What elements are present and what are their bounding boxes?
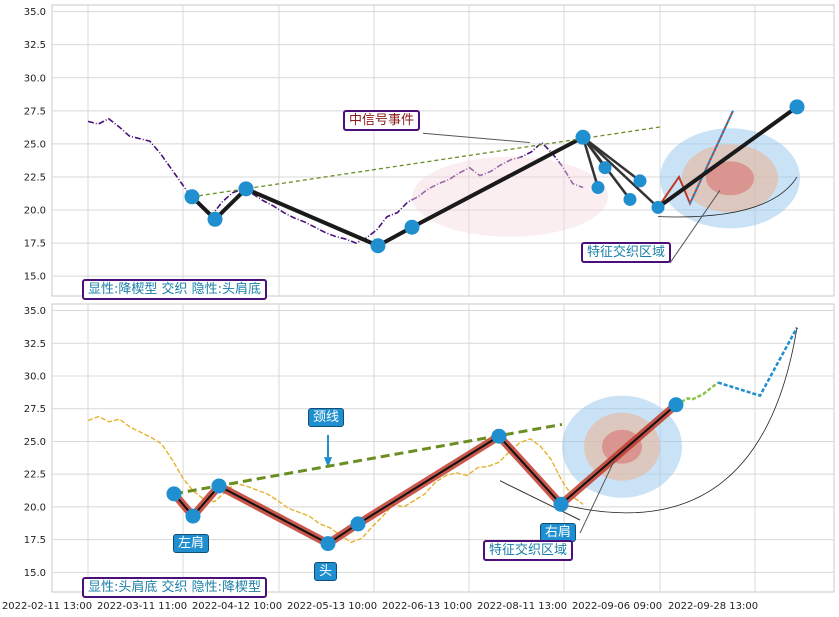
- pattern-point-marker: [211, 478, 227, 494]
- y-tick-label: 30.0: [24, 372, 46, 383]
- y-tick-label: 30.0: [24, 73, 46, 84]
- y-tick-label: 22.5: [24, 172, 46, 183]
- pattern-point-marker: [207, 211, 223, 227]
- x-tick-label: 2022-09-28 13:00: [668, 601, 758, 612]
- x-tick-label: 2022-08-11 13:00: [477, 601, 567, 612]
- top-pattern-label: 显性:降楔型 交织 隐性:头肩底: [82, 279, 268, 300]
- x-tick-label: 2022-06-13 10:00: [382, 601, 472, 612]
- pattern-point-marker: [591, 181, 605, 195]
- y-tick-label: 15.0: [24, 568, 46, 579]
- y-tick-label: 20.0: [24, 502, 46, 513]
- pattern-point-marker: [404, 219, 420, 235]
- pattern-point-marker: [184, 189, 200, 205]
- y-tick-label: 35.0: [24, 7, 46, 18]
- wedge-ray: [581, 136, 600, 188]
- pattern-point-marker: [491, 428, 507, 444]
- y-tick-label: 27.5: [24, 404, 46, 415]
- x-tick-label: 2022-03-11 11:00: [97, 601, 187, 612]
- plot-area-1: [51, 303, 835, 593]
- x-tick-label: 2022-04-12 10:00: [192, 601, 282, 612]
- wedge-rise-line: [656, 105, 799, 209]
- y-tick-label: 25.0: [24, 139, 46, 150]
- converge-line: [499, 480, 581, 521]
- price-series-line: [87, 415, 584, 544]
- target-arc: [657, 176, 798, 218]
- y-tick-label: 27.5: [24, 106, 46, 117]
- pattern-point-marker: [598, 161, 612, 175]
- neckline-arrowhead: [324, 457, 332, 468]
- overlap-halo: [412, 156, 608, 237]
- x-tick-label: 2022-09-06 09:00: [572, 601, 662, 612]
- pattern-point-marker: [320, 536, 336, 552]
- target-arc: [560, 327, 798, 514]
- head-label: 头: [314, 562, 338, 581]
- pattern-point-marker: [238, 181, 254, 197]
- y-tick-label: 17.5: [24, 535, 46, 546]
- bottom-pattern-label: 显性:头肩底 交织 隐性:降楔型: [82, 577, 268, 598]
- pattern-point-marker: [166, 486, 182, 502]
- neckline-label: 颈线: [308, 408, 345, 427]
- pattern-point-marker: [651, 200, 665, 214]
- y-tick-label: 22.5: [24, 470, 46, 481]
- pattern-point-marker: [623, 192, 637, 206]
- pattern-point-marker: [575, 129, 591, 145]
- x-tick-label: 2022-05-13 10:00: [287, 601, 377, 612]
- y-tick-label: 35.0: [24, 306, 46, 317]
- right-shoulder-label: 右肩: [540, 523, 577, 542]
- pattern-point-marker: [370, 238, 386, 254]
- heat-ring-2: [706, 161, 754, 196]
- projection-green: [675, 381, 719, 406]
- y-tick-label: 25.0: [24, 437, 46, 448]
- price-series-line: [87, 117, 584, 244]
- y-tick-label: 15.0: [24, 272, 46, 283]
- zone-arrow: [579, 460, 615, 534]
- pattern-point-marker: [789, 99, 805, 115]
- pattern-point-marker: [553, 496, 569, 512]
- zone-arrow: [669, 189, 721, 264]
- wedge-ray: [582, 136, 659, 209]
- y-tick-label: 32.5: [24, 40, 46, 51]
- pattern-point-marker: [185, 508, 201, 524]
- breakout-projection: [689, 110, 734, 204]
- left-shoulder-label: 左肩: [173, 534, 210, 553]
- bottom-feature-zone-label: 特征交织区域: [483, 540, 574, 561]
- signal-arrow: [422, 132, 531, 144]
- projection-blue: [717, 326, 799, 398]
- y-tick-label: 17.5: [24, 239, 46, 250]
- top-signal-event-label: 中信号事件: [343, 110, 421, 131]
- pattern-point-marker: [668, 397, 684, 413]
- top-feature-zone-label: 特征交织区域: [581, 242, 672, 263]
- y-tick-label: 32.5: [24, 339, 46, 350]
- pattern-point-marker: [633, 174, 647, 188]
- pattern-point-marker: [350, 516, 366, 532]
- y-tick-label: 20.0: [24, 206, 46, 217]
- x-tick-label: 2022-02-11 13:00: [2, 601, 92, 612]
